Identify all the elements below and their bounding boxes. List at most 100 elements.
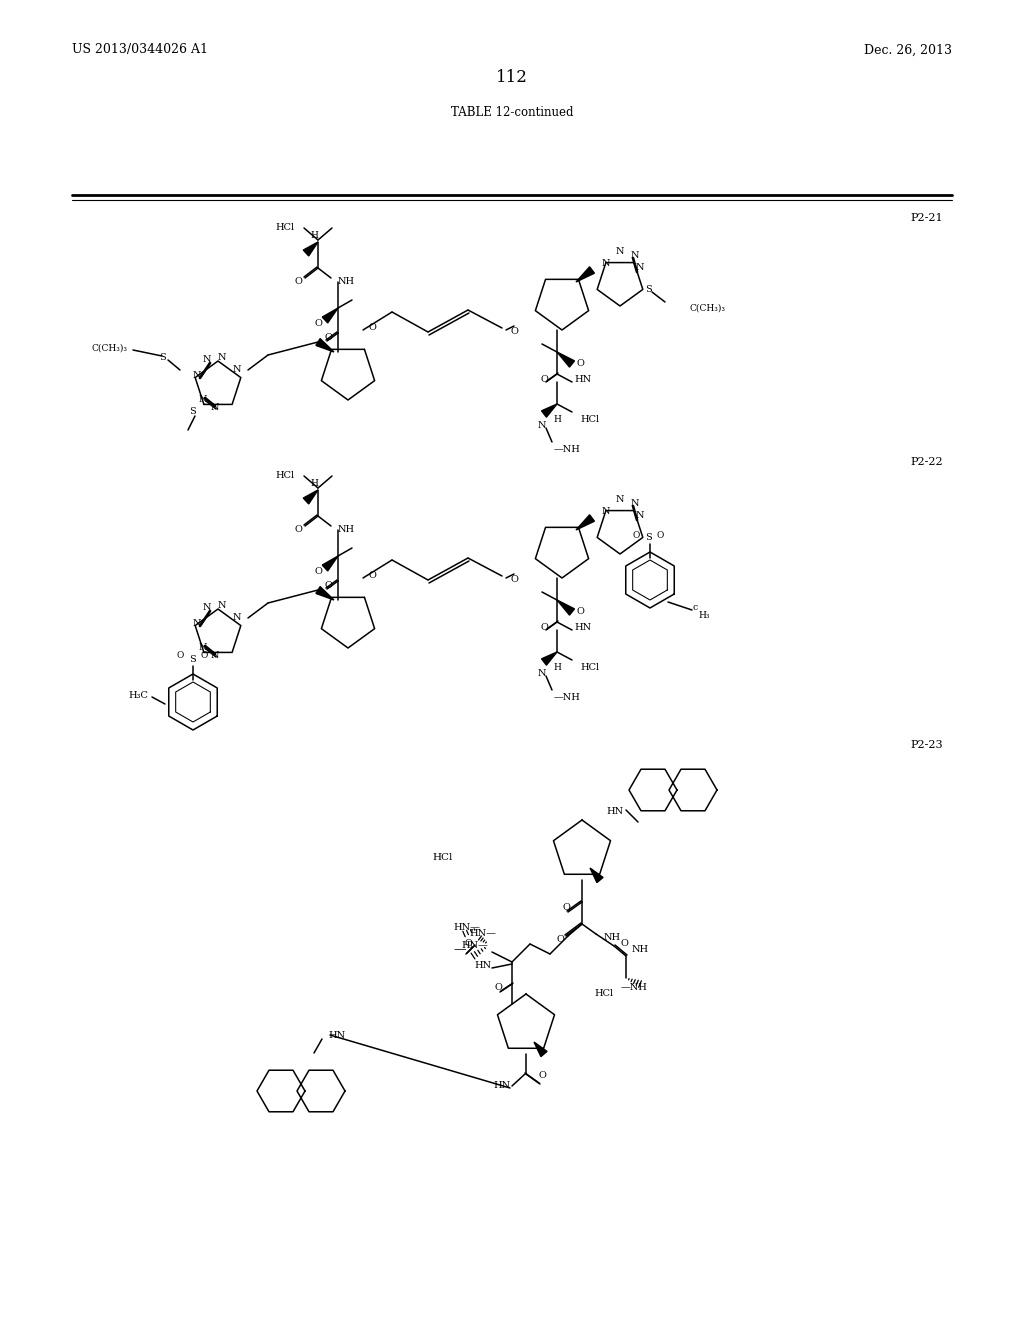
Polygon shape [303,242,318,256]
Text: N: N [211,404,219,412]
Text: HCl: HCl [580,416,599,425]
Polygon shape [590,869,603,883]
Text: c: c [692,603,697,612]
Polygon shape [542,652,557,665]
Text: O: O [632,531,640,540]
Text: O: O [621,940,628,949]
Text: HN: HN [574,375,591,384]
Text: HCl: HCl [432,854,453,862]
Polygon shape [315,339,334,352]
Text: N: N [636,511,644,520]
Text: 112: 112 [496,70,528,87]
Polygon shape [542,404,557,417]
Text: O: O [314,318,322,327]
Text: O: O [540,623,548,632]
Text: —NH: —NH [621,983,648,993]
Text: O: O [324,333,332,342]
Text: N: N [602,259,610,268]
Text: O: O [294,277,302,286]
Text: —: — [454,944,466,957]
Text: N: N [203,355,211,364]
Text: O: O [324,581,332,590]
Text: N: N [218,602,226,610]
Text: O: O [294,525,302,535]
Text: N: N [538,421,546,430]
Polygon shape [303,490,318,504]
Text: H: H [310,479,317,488]
Text: P2-23: P2-23 [910,741,943,750]
Text: O: O [314,566,322,576]
Polygon shape [575,515,594,531]
Text: O: O [464,940,472,949]
Text: H: H [553,664,561,672]
Text: HCl: HCl [580,664,599,672]
Text: N: N [199,396,207,404]
Text: N: N [211,652,219,660]
Text: H₃: H₃ [698,610,710,619]
Text: N: N [218,354,226,363]
Text: HN—: HN— [469,929,496,939]
Polygon shape [323,308,338,323]
Polygon shape [534,1041,547,1056]
Text: N: N [232,614,242,623]
Text: N: N [636,264,644,272]
Text: N: N [631,499,639,507]
Polygon shape [575,267,594,282]
Text: S: S [160,354,166,363]
Text: N: N [199,644,207,652]
Text: O: O [538,1072,546,1081]
Text: —NH: —NH [554,693,581,702]
Text: O: O [510,576,518,585]
Text: S: S [188,656,196,664]
Text: N: N [631,251,639,260]
Text: N: N [538,669,546,678]
Text: O: O [176,652,183,660]
Text: O: O [494,983,502,993]
Text: NH: NH [632,945,649,954]
Polygon shape [315,586,334,601]
Text: O: O [577,359,584,368]
Text: TABLE 12-continued: TABLE 12-continued [451,106,573,119]
Text: HN—: HN— [461,941,488,950]
Text: HN: HN [328,1031,345,1040]
Text: N: N [602,507,610,516]
Text: P2-22: P2-22 [910,457,943,467]
Text: HN: HN [475,961,492,970]
Text: HCl: HCl [595,990,613,998]
Text: HCl: HCl [275,471,295,480]
Polygon shape [557,601,574,615]
Polygon shape [323,556,338,572]
Text: N: N [193,371,202,380]
Text: O: O [656,531,664,540]
Text: N: N [193,619,202,627]
Text: HCl: HCl [275,223,295,232]
Text: H: H [553,416,561,425]
Text: H: H [310,231,317,239]
Text: N: N [615,495,625,504]
Text: US 2013/0344026 A1: US 2013/0344026 A1 [72,44,208,57]
Text: O: O [368,572,376,581]
Text: H₃C: H₃C [128,690,148,700]
Text: C(CH₃)₃: C(CH₃)₃ [92,343,128,352]
Text: NH: NH [338,525,355,535]
Text: S: S [645,533,651,543]
Text: N: N [203,603,211,612]
Text: HN: HN [607,808,624,817]
Text: —NH: —NH [554,446,581,454]
Text: C(CH₃)₃: C(CH₃)₃ [690,304,726,313]
Polygon shape [557,352,574,367]
Text: N: N [615,248,625,256]
Text: N: N [232,366,242,375]
Text: S: S [188,408,196,417]
Text: Dec. 26, 2013: Dec. 26, 2013 [864,44,952,57]
Text: HN: HN [494,1081,511,1090]
Text: O: O [540,375,548,384]
Text: HN: HN [574,623,591,632]
Text: O: O [201,652,208,660]
Text: HN—: HN— [454,924,480,932]
Text: NH: NH [338,277,355,286]
Text: O: O [368,323,376,333]
Text: P2-21: P2-21 [910,213,943,223]
Text: O: O [577,607,584,616]
Text: O: O [556,936,564,945]
